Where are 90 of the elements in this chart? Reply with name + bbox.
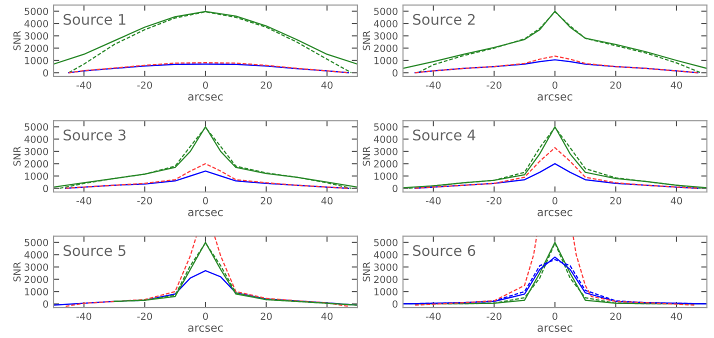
x-tick-label: -40 (426, 312, 441, 320)
x-tick-label: 20 (610, 81, 622, 89)
x-tick-label: -40 (76, 197, 92, 204)
y-tick-label: 4000 (374, 251, 398, 259)
y-tick-label: 3000 (24, 32, 48, 40)
x-tick-label: 20 (260, 197, 272, 204)
x-tick-label: 0 (552, 81, 558, 89)
y-tick-label: 1000 (25, 288, 48, 296)
y-tick-label: 0 (43, 184, 48, 192)
y-tick-label: 2000 (24, 44, 48, 52)
x-axis-title: arcsec (188, 210, 223, 216)
y-axis-title: SNR (13, 262, 21, 282)
y-tick-label: 3000 (374, 263, 398, 271)
line-series (414, 147, 698, 189)
x-tick-label: 40 (321, 312, 333, 320)
y-tick-label: 3000 (24, 263, 48, 271)
y-tick-label: 5000 (374, 123, 398, 131)
x-tick-label: 0 (203, 197, 208, 204)
x-tick-label: 40 (670, 312, 682, 320)
y-axis-title: SNR (362, 30, 370, 50)
y-tick-label: 4000 (24, 251, 48, 259)
chart-title: Source 2 (413, 14, 475, 25)
y-tick-label: 4000 (24, 20, 48, 28)
line-series (65, 163, 349, 189)
y-axis-title: SNR (362, 262, 370, 282)
chart-title: Source 3 (64, 129, 126, 140)
y-axis-title: SNR (362, 146, 370, 166)
x-tick-label: 20 (610, 197, 622, 204)
x-tick-label: 0 (552, 197, 558, 204)
x-tick-label: -20 (486, 81, 502, 89)
x-tick-label: 0 (203, 312, 208, 320)
y-tick-label: 5000 (374, 238, 398, 246)
y-tick-label: 2000 (24, 276, 48, 284)
y-tick-label: 5000 (24, 238, 48, 246)
x-axis-title: arcsec (188, 94, 223, 101)
y-tick-label: 5000 (24, 8, 48, 16)
x-axis-title: arcsec (188, 325, 223, 332)
y-tick-label: 0 (43, 300, 48, 308)
x-axis-title: arcsec (538, 325, 572, 332)
x-axis-title: arcsec (538, 210, 572, 216)
y-tick-label: 5000 (24, 123, 48, 131)
y-tick-label: 0 (392, 69, 398, 77)
x-tick-label: 0 (203, 81, 208, 89)
y-tick-label: 4000 (24, 136, 48, 143)
x-tick-label: 20 (610, 312, 622, 320)
y-tick-label: 3000 (24, 148, 48, 156)
y-tick-label: 2000 (374, 160, 398, 168)
y-tick-label: 2000 (374, 276, 398, 284)
y-tick-label: 1000 (374, 172, 398, 180)
x-tick-label: 40 (321, 197, 333, 204)
x-axis-title: arcsec (538, 94, 572, 101)
x-tick-label: -20 (137, 81, 152, 89)
x-tick-label: -20 (486, 197, 502, 204)
chart-title: Source 4 (413, 129, 476, 140)
x-tick-label: -40 (426, 81, 441, 89)
line-series (414, 59, 698, 74)
x-tick-label: -40 (426, 197, 441, 204)
y-tick-label: 2000 (24, 160, 48, 168)
chart-title: Source 6 (413, 245, 476, 256)
x-tick-label: 0 (552, 312, 558, 320)
y-axis-title: SNR (13, 146, 21, 166)
y-axis-title: SNR (13, 30, 21, 50)
chart-title: Source 1 (64, 14, 126, 25)
x-tick-label: -40 (76, 312, 92, 320)
x-tick-label: 40 (670, 197, 682, 204)
y-tick-label: 4000 (374, 20, 398, 28)
line-series (65, 170, 349, 189)
x-tick-label: 20 (260, 81, 272, 89)
y-tick-label: 0 (392, 300, 398, 308)
x-tick-label: 20 (260, 312, 272, 320)
y-tick-label: 4000 (374, 136, 398, 143)
y-tick-label: 0 (392, 184, 398, 192)
y-tick-label: 3000 (374, 148, 398, 156)
y-tick-label: 2000 (374, 44, 398, 52)
y-tick-label: 1000 (374, 56, 398, 64)
y-tick-label: 1000 (25, 172, 48, 180)
x-tick-label: 40 (670, 81, 682, 89)
y-tick-label: 1000 (25, 56, 48, 64)
y-tick-label: 0 (43, 69, 48, 77)
x-tick-label: -20 (137, 197, 152, 204)
y-tick-label: 3000 (374, 32, 398, 40)
x-tick-label: -40 (76, 81, 92, 89)
x-tick-label: -20 (137, 312, 152, 320)
x-tick-label: 40 (321, 81, 333, 89)
y-tick-label: 1000 (374, 288, 398, 296)
y-tick-label: 5000 (374, 8, 398, 16)
line-series (414, 163, 698, 189)
x-tick-label: -20 (486, 312, 502, 320)
chart-title: Source 5 (64, 245, 126, 256)
line-series (414, 55, 698, 74)
